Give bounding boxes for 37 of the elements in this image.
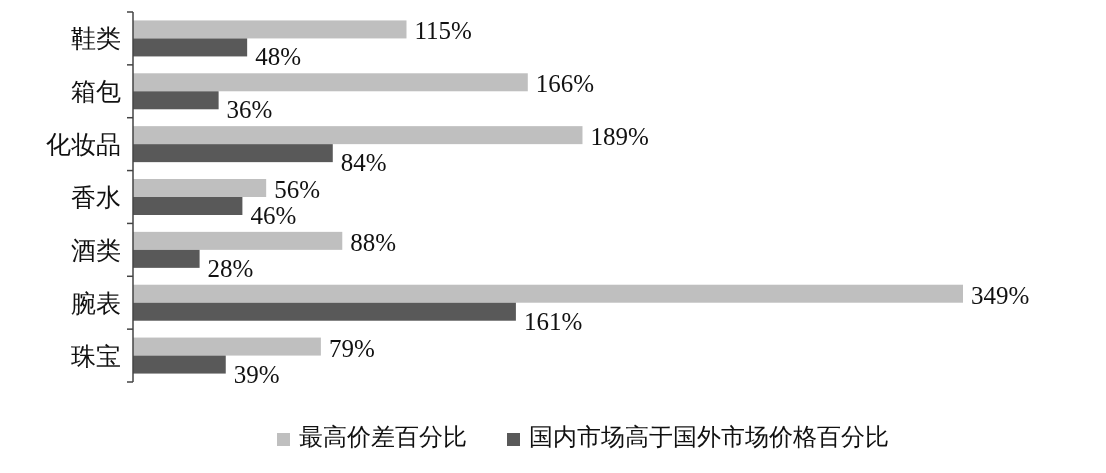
bar bbox=[133, 302, 516, 321]
y-tick-label: 鞋类 bbox=[71, 25, 121, 53]
bar bbox=[133, 179, 267, 197]
data-label: 84% bbox=[340, 149, 387, 177]
y-tick-label: 箱包 bbox=[71, 78, 121, 106]
bar bbox=[133, 197, 243, 215]
legend-label: 国内市场高于国外市场价格百分比 bbox=[529, 424, 889, 450]
data-label: 48% bbox=[255, 43, 301, 71]
data-label: 349% bbox=[971, 281, 1030, 309]
data-label: 161% bbox=[523, 307, 583, 335]
y-tick-label: 酒类 bbox=[71, 236, 121, 264]
bar bbox=[133, 73, 528, 92]
data-label: 28% bbox=[207, 254, 254, 282]
bar bbox=[133, 249, 200, 268]
data-label: 39% bbox=[233, 360, 280, 388]
data-label: 79% bbox=[328, 334, 375, 362]
bar bbox=[133, 38, 248, 57]
y-tick-label: 香水 bbox=[71, 184, 121, 211]
bar bbox=[133, 284, 963, 303]
data-label: 36% bbox=[226, 96, 273, 124]
data-label: 88% bbox=[350, 228, 397, 256]
data-label: 46% bbox=[250, 202, 297, 229]
data-label: 166% bbox=[535, 70, 595, 98]
y-tick-label: 珠宝 bbox=[71, 342, 121, 370]
bar bbox=[133, 231, 343, 250]
bar bbox=[133, 126, 583, 145]
bar bbox=[133, 20, 407, 39]
y-tick-label: 腕表 bbox=[71, 289, 121, 317]
bar bbox=[133, 144, 333, 163]
data-label: 115% bbox=[414, 17, 472, 45]
data-label: 189% bbox=[590, 123, 649, 151]
bar bbox=[133, 91, 219, 110]
bar bbox=[133, 337, 321, 356]
y-tick-label: 化妆品 bbox=[46, 131, 121, 159]
legend-label: 最高价差百分比 bbox=[299, 424, 467, 450]
data-label: 56% bbox=[274, 176, 321, 203]
bar bbox=[133, 355, 226, 374]
